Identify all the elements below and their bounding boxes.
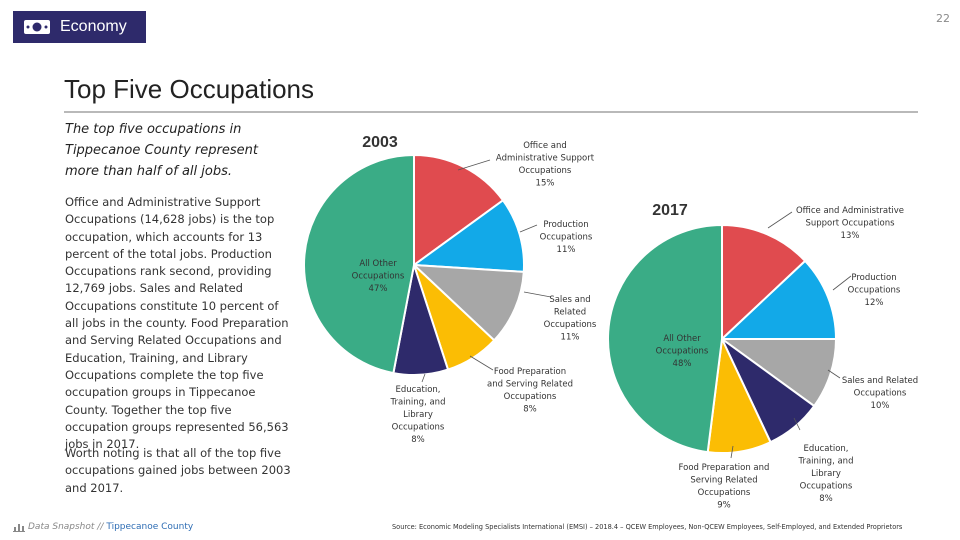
leader-line (421, 373, 426, 383)
title-divider (64, 111, 918, 113)
bar-chart-icon (13, 524, 25, 532)
pie-slice (718, 338, 838, 408)
leader-line (519, 224, 538, 233)
slice-label: Sales and Related Occupations 10% (842, 376, 918, 411)
slice-label: Production Occupations 12% (848, 273, 901, 308)
leader-line (793, 417, 801, 431)
slice-label: Education, Training, and Library Occupation… (390, 385, 446, 445)
leader-line (832, 275, 852, 291)
slice-label: Office and Administrative Support Occupat… (796, 206, 904, 241)
pie-slice (607, 223, 723, 454)
body-paragraph-2: Worth noting is that all of the top five… (65, 446, 291, 495)
slice-label: Food Preparation and Serving Related Occup… (679, 463, 770, 511)
slice-label: All Other Occupations 47% (352, 259, 405, 294)
footer-brand: Data Snapshot // (28, 522, 104, 532)
pie-chart-2017: 2017 Office and Administrative Support Occ… (607, 202, 918, 511)
section-badge: Economy (13, 11, 146, 43)
leader-line (827, 369, 841, 379)
page-number: 22 (936, 12, 950, 25)
leader-line (767, 211, 793, 229)
leader-line (523, 291, 552, 298)
footer: Data Snapshot // Tippecanoe County (13, 522, 193, 532)
lead-text: The top five occupations in Tippecanoe C… (65, 122, 258, 179)
slice-label: Sales and Related Occupations 11% (544, 295, 597, 343)
pie-slice (721, 223, 807, 342)
body-paragraph-1: Office and Administrative Support Occupa… (65, 195, 289, 452)
chart-title: 2003 (362, 134, 398, 151)
section-label: Economy (60, 18, 127, 35)
source-note: Source: Economic Modeling Specialists In… (392, 523, 903, 531)
slice-label: All Other Occupations 48% (656, 334, 709, 369)
footer-county: Tippecanoe County (106, 522, 194, 532)
slice-label: Education, Training, and Library Occupation… (798, 444, 854, 504)
leader-line (457, 159, 491, 171)
leader-line (469, 355, 494, 371)
slice-label: Office and Administrative Support Occupati… (496, 141, 595, 189)
slice-label: Food Preparation and Serving Related Occup… (487, 367, 573, 415)
slice-label: Production Occupations 11% (540, 220, 593, 255)
pie-slice (411, 198, 525, 273)
page-title: Top Five Occupations (64, 74, 315, 104)
pie-slice (413, 153, 505, 267)
pie-slice (303, 153, 415, 375)
leader-line (730, 445, 734, 459)
money-icon (24, 20, 50, 34)
pie-chart-2003: 2003 Office and Administrative Support Occu… (303, 134, 597, 445)
pie-slice (411, 263, 525, 342)
pie-slice (719, 259, 838, 340)
chart-title: 2017 (652, 202, 688, 219)
